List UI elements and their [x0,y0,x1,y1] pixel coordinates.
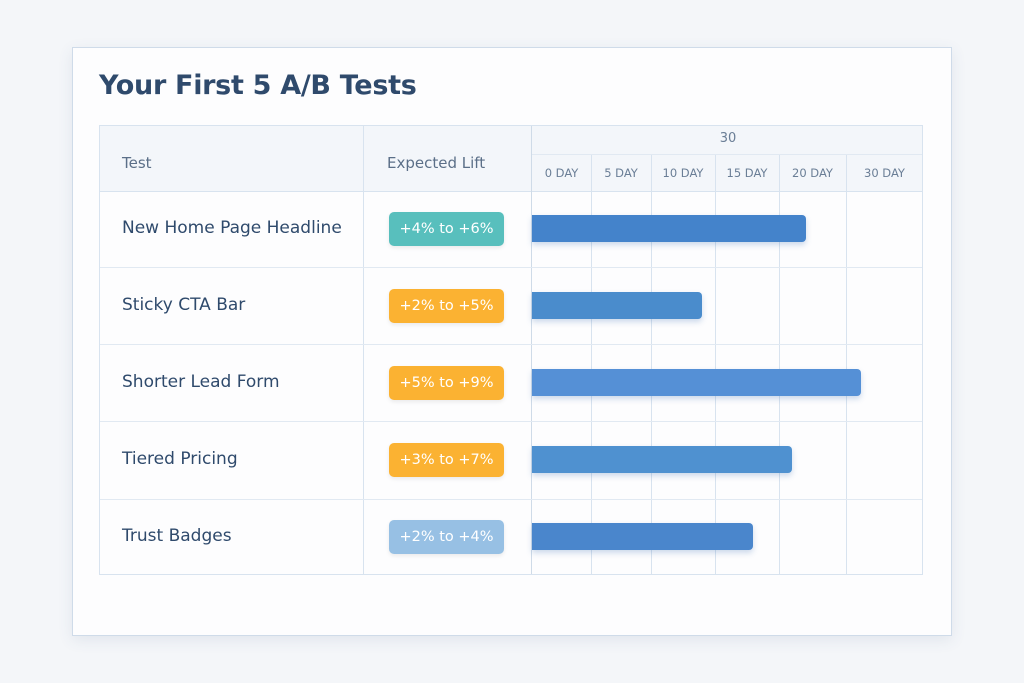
duration-bar [532,523,754,550]
column-divider [363,126,364,574]
grid-line [651,154,652,574]
grid-line [715,154,716,574]
lift-badge: +4% to +6% [389,212,504,246]
row-divider [100,267,922,268]
column-header-lift: Expected Lift [387,154,486,172]
header-divider [532,154,922,155]
test-name: New Home Page Headline [122,218,342,238]
test-name: Shorter Lead Form [122,371,280,392]
duration-bar [532,291,703,319]
row-divider [100,344,922,345]
grid-line [591,154,592,574]
lift-badge: +2% to +5% [389,288,504,323]
duration-bar [532,215,806,242]
row-divider [100,421,922,422]
span-label: 30 [719,131,737,146]
grid-line [779,154,780,574]
test-name: Tiered Pricing [122,449,238,469]
tick-label: 30 DAY [864,166,905,180]
duration-bar [532,368,862,396]
ab-test-table: Test Expected Lift 30 0 DAY 5 DAY 10 DAY 15… [99,125,923,575]
lift-badge: +2% to +4% [389,520,504,554]
test-name: Trust Badges [122,526,232,546]
tick-label: 5 DAY [604,166,638,180]
tick-label: 20 DAY [792,166,833,180]
column-divider [531,126,532,574]
tick-label: 10 DAY [662,166,704,180]
table-header [100,126,922,192]
duration-bar [532,446,793,473]
lift-badge: +3% to +7% [389,443,504,477]
test-name: Sticky CTA Bar [122,294,246,315]
page-title: Your First 5 A/B Tests [99,70,417,101]
row-divider [100,499,922,500]
tick-label: 15 DAY [726,166,768,180]
grid-line [846,154,847,574]
lift-badge: +5% to +9% [389,365,504,400]
column-header-test: Test [122,154,152,172]
tick-label: 0 DAY [544,166,579,180]
